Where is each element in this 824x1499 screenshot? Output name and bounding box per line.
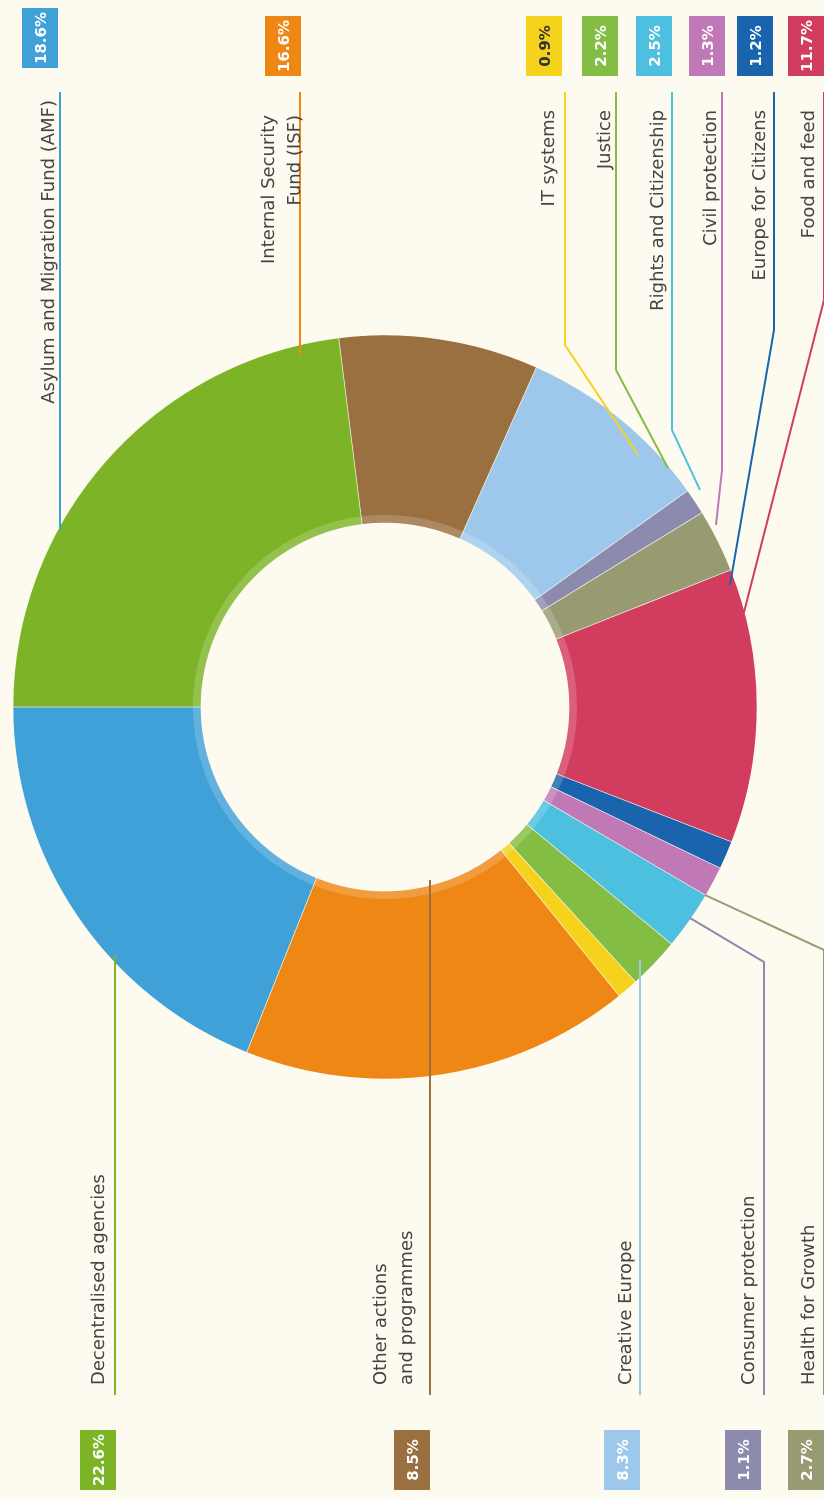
badge-bg-food-and-feed xyxy=(788,16,824,76)
badge-justice: 2.2% xyxy=(582,16,618,76)
badge-bg-health-for-growth xyxy=(788,1430,824,1490)
badge-it-systems: 0.9% xyxy=(526,16,562,76)
name-label-food-and-feed: Food and feed xyxy=(798,110,819,238)
leader-food-and-feed xyxy=(741,92,824,621)
name-line-asylum-and-migration-fund-amf-0: Asylum and Migration Fund (AMF) xyxy=(38,100,59,404)
value-label-other-actions-and-programmes: 8.5% xyxy=(404,1439,422,1481)
name-line-other-actions-and-programmes-1: and programmes xyxy=(396,1231,417,1385)
name-line-europe-for-citizens-0: Europe for Citizens xyxy=(749,110,770,280)
badge-creative-europe: 8.3% xyxy=(604,1430,640,1490)
name-label-decentralised-agencies: Decentralised agencies xyxy=(88,1174,109,1385)
name-label-civil-protection: Civil protection xyxy=(700,110,721,246)
badge-asylum-and-migration-fund-amf: 18.6% xyxy=(22,8,58,68)
name-line-creative-europe-0: Creative Europe xyxy=(615,1241,636,1385)
badge-food-and-feed: 11.7% xyxy=(788,16,824,76)
leader-it-systems xyxy=(564,92,639,456)
name-label-asylum-and-migration-fund-amf: Asylum and Migration Fund (AMF) xyxy=(38,100,59,404)
name-line-food-and-feed-0: Food and feed xyxy=(798,110,819,238)
slice-decentralised-agencies xyxy=(12,337,363,708)
badge-bg-justice xyxy=(582,16,618,76)
name-label-justice: Justice xyxy=(594,110,615,170)
name-label-it-systems: IT systems xyxy=(538,110,559,206)
leader-justice xyxy=(615,92,669,469)
value-label-health-for-growth: 2.7% xyxy=(798,1439,816,1481)
name-line-justice-0: Justice xyxy=(594,110,615,170)
name-line-rights-and-citizenship-0: Rights and Citizenship xyxy=(647,110,668,311)
badge-internal-security-fund-isf: 16.6% xyxy=(265,16,301,76)
leader-health-for-growth xyxy=(704,894,824,1395)
badge-europe-for-citizens: 1.2% xyxy=(737,16,773,76)
badge-bg-europe-for-citizens xyxy=(737,16,773,76)
name-line-it-systems-0: IT systems xyxy=(538,110,559,206)
badge-bg-other-actions-and-programmes xyxy=(394,1430,430,1490)
name-label-europe-for-citizens: Europe for Citizens xyxy=(749,110,770,280)
badge-bg-creative-europe xyxy=(604,1430,640,1490)
badge-bg-it-systems xyxy=(526,16,562,76)
value-label-europe-for-citizens: 1.2% xyxy=(747,25,765,67)
badge-civil-protection: 1.3% xyxy=(689,16,725,76)
name-line-other-actions-and-programmes-0: Other actions xyxy=(370,1263,391,1385)
value-label-rights-and-citizenship: 2.5% xyxy=(646,25,664,67)
name-line-health-for-growth-0: Health for Growth xyxy=(798,1225,819,1385)
badge-decentralised-agencies: 22.6% xyxy=(80,1430,116,1490)
badge-consumer-protection: 1.1% xyxy=(725,1430,761,1490)
badge-health-for-growth: 2.7% xyxy=(788,1430,824,1490)
name-label-creative-europe: Creative Europe xyxy=(615,1241,636,1385)
value-label-civil-protection: 1.3% xyxy=(699,25,717,67)
value-label-it-systems: 0.9% xyxy=(536,25,554,67)
name-label-rights-and-citizenship: Rights and Citizenship xyxy=(647,110,668,311)
name-line-civil-protection-0: Civil protection xyxy=(700,110,721,246)
slice-labels: 18.6% Asylum and Migration Fund (AMF) 16.6… xyxy=(22,8,824,1490)
badge-bg-decentralised-agencies xyxy=(80,1430,116,1490)
badge-other-actions-and-programmes: 8.5% xyxy=(394,1430,430,1490)
leader-rights-and-citizenship xyxy=(671,92,701,491)
name-label-health-for-growth: Health for Growth xyxy=(798,1225,819,1385)
name-line-consumer-protection-0: Consumer protection xyxy=(738,1196,759,1385)
slice-food-and-feed xyxy=(555,569,758,843)
value-label-asylum-and-migration-fund-amf: 18.6% xyxy=(32,12,50,64)
badge-bg-consumer-protection xyxy=(725,1430,761,1490)
value-label-internal-security-fund-isf: 16.6% xyxy=(275,20,293,72)
value-label-decentralised-agencies: 22.6% xyxy=(90,1434,108,1486)
inner-rim-shade xyxy=(193,515,577,899)
name-label-consumer-protection: Consumer protection xyxy=(738,1196,759,1385)
leader-civil-protection xyxy=(715,92,723,526)
slice-asylum-and-migration-fund-amf xyxy=(12,706,318,1053)
slice-internal-security-fund-isf xyxy=(246,849,620,1080)
badge-bg-rights-and-citizenship xyxy=(636,16,672,76)
name-label-other-actions-and-programmes: Other actions and programmes xyxy=(370,1231,417,1385)
badge-bg-internal-security-fund-isf xyxy=(265,16,301,76)
value-label-justice: 2.2% xyxy=(592,25,610,67)
name-line-internal-security-fund-isf-1: Fund (ISF) xyxy=(284,115,305,205)
badge-bg-civil-protection xyxy=(689,16,725,76)
name-line-internal-security-fund-isf-0: Internal Security xyxy=(258,115,279,264)
donut-slices xyxy=(12,334,758,1080)
value-label-consumer-protection: 1.1% xyxy=(735,1439,753,1481)
badge-rights-and-citizenship: 2.5% xyxy=(636,16,672,76)
value-label-food-and-feed: 11.7% xyxy=(798,20,816,72)
leader-europe-for-citizens xyxy=(729,92,775,586)
value-label-creative-europe: 8.3% xyxy=(614,1439,632,1481)
badge-bg-asylum-and-migration-fund-amf xyxy=(22,8,58,68)
leader-lines xyxy=(59,92,824,1395)
leader-consumer-protection xyxy=(689,917,765,1395)
name-line-decentralised-agencies-0: Decentralised agencies xyxy=(88,1174,109,1385)
name-label-internal-security-fund-isf: Internal Security Fund (ISF) xyxy=(258,115,305,264)
